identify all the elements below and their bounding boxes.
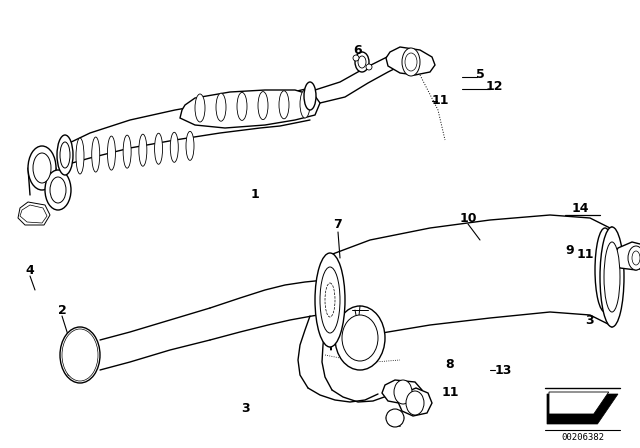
- Ellipse shape: [406, 391, 424, 415]
- Text: 3: 3: [241, 401, 250, 414]
- Text: 1: 1: [251, 189, 259, 202]
- Text: 7: 7: [333, 219, 342, 232]
- Ellipse shape: [320, 267, 340, 333]
- Text: 2: 2: [58, 303, 67, 316]
- Ellipse shape: [62, 329, 98, 381]
- Ellipse shape: [76, 138, 84, 174]
- Ellipse shape: [123, 135, 131, 168]
- Polygon shape: [20, 205, 47, 223]
- Ellipse shape: [325, 283, 335, 317]
- Text: 9: 9: [566, 244, 574, 257]
- Text: 12: 12: [485, 81, 503, 94]
- Text: 11: 11: [576, 249, 594, 262]
- Ellipse shape: [342, 315, 378, 361]
- Polygon shape: [386, 47, 435, 75]
- Ellipse shape: [33, 153, 51, 183]
- Ellipse shape: [139, 134, 147, 166]
- Ellipse shape: [216, 93, 226, 121]
- Polygon shape: [614, 242, 640, 270]
- Ellipse shape: [405, 53, 417, 71]
- Text: 11: 11: [431, 94, 449, 107]
- Ellipse shape: [366, 64, 372, 70]
- Ellipse shape: [386, 409, 404, 427]
- Polygon shape: [382, 380, 422, 404]
- Ellipse shape: [108, 136, 115, 170]
- Ellipse shape: [60, 142, 70, 168]
- Text: 3: 3: [586, 314, 595, 327]
- Ellipse shape: [304, 82, 316, 110]
- Ellipse shape: [66, 335, 94, 375]
- Text: 11: 11: [441, 387, 459, 400]
- Ellipse shape: [628, 246, 640, 270]
- Ellipse shape: [335, 306, 385, 370]
- Text: 13: 13: [494, 363, 512, 376]
- Ellipse shape: [632, 251, 640, 265]
- Ellipse shape: [170, 132, 179, 162]
- Ellipse shape: [28, 146, 56, 190]
- Polygon shape: [549, 392, 609, 414]
- Ellipse shape: [155, 133, 163, 164]
- Ellipse shape: [600, 227, 624, 327]
- Ellipse shape: [402, 48, 420, 76]
- Polygon shape: [547, 394, 618, 424]
- Ellipse shape: [57, 135, 73, 175]
- Ellipse shape: [50, 177, 66, 203]
- Ellipse shape: [353, 55, 359, 61]
- Ellipse shape: [45, 170, 71, 210]
- Text: 10: 10: [460, 211, 477, 224]
- Ellipse shape: [92, 137, 100, 172]
- Polygon shape: [68, 360, 88, 378]
- Ellipse shape: [237, 92, 247, 121]
- Ellipse shape: [355, 52, 369, 72]
- Ellipse shape: [186, 131, 194, 160]
- Ellipse shape: [595, 228, 615, 312]
- Ellipse shape: [604, 242, 620, 312]
- Ellipse shape: [279, 91, 289, 119]
- Text: 14: 14: [572, 202, 589, 215]
- Text: 8: 8: [445, 358, 454, 371]
- Ellipse shape: [258, 91, 268, 120]
- Ellipse shape: [60, 327, 100, 383]
- Ellipse shape: [394, 380, 412, 404]
- Polygon shape: [18, 202, 50, 225]
- Ellipse shape: [358, 56, 366, 68]
- Polygon shape: [398, 388, 432, 416]
- Polygon shape: [180, 90, 320, 128]
- Ellipse shape: [195, 94, 205, 122]
- Text: 5: 5: [476, 69, 484, 82]
- Ellipse shape: [300, 90, 310, 118]
- Text: 4: 4: [26, 263, 35, 276]
- Text: 00206382: 00206382: [561, 434, 605, 443]
- Ellipse shape: [315, 253, 345, 347]
- Text: 6: 6: [354, 43, 362, 56]
